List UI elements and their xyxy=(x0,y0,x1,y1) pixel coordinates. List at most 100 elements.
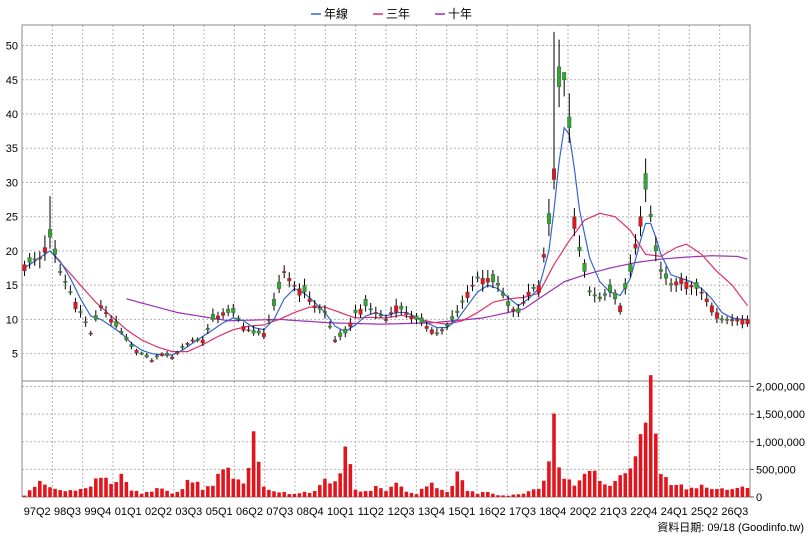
volume-bar xyxy=(659,474,663,497)
candle-body xyxy=(608,284,612,293)
candle-body xyxy=(577,246,582,252)
x-tick-label: 11Q2 xyxy=(358,506,384,518)
volume-bar xyxy=(536,488,541,497)
volume-bar xyxy=(608,485,612,497)
volume-bar xyxy=(445,491,449,497)
candle-body xyxy=(185,343,190,345)
volume-bar xyxy=(710,489,714,497)
volume-bar xyxy=(155,488,159,497)
candle-body xyxy=(460,300,465,303)
x-tick-label: 07Q3 xyxy=(266,506,293,518)
candle-body xyxy=(292,284,297,287)
candle-body xyxy=(720,318,724,321)
volume-bar xyxy=(211,485,215,497)
volume-bar xyxy=(633,456,638,497)
price-tick-label: 50 xyxy=(6,41,18,53)
candle-body xyxy=(42,247,47,253)
volume-bar xyxy=(379,488,383,497)
volume-bar xyxy=(628,468,633,497)
volume-bar xyxy=(32,486,37,497)
volume-bar xyxy=(720,488,724,497)
candle-body xyxy=(384,319,388,321)
volume-bar xyxy=(664,477,668,497)
volume-bar xyxy=(88,486,93,497)
candle-body xyxy=(317,307,322,310)
candle-body xyxy=(674,281,679,286)
x-tick-label: 21Q3 xyxy=(600,506,627,518)
price-tick-label: 25 xyxy=(6,212,18,224)
candle-body xyxy=(526,291,531,296)
candle-body xyxy=(170,356,175,359)
volume-bar xyxy=(78,488,83,497)
price-tick-label: 35 xyxy=(6,143,18,155)
volume-bar xyxy=(618,475,622,497)
volume-bar xyxy=(419,488,424,497)
candle-body xyxy=(394,305,399,313)
volume-bar xyxy=(491,493,495,497)
volume-bar xyxy=(241,483,246,497)
x-tick-label: 13Q4 xyxy=(418,506,445,518)
volume-bar xyxy=(648,375,653,497)
volume-bar xyxy=(267,489,271,497)
volume-bar xyxy=(643,422,648,497)
volume-tick-label: 0 xyxy=(756,492,762,504)
volume-bar xyxy=(745,487,750,497)
volume-bar xyxy=(542,480,546,497)
candle-body xyxy=(450,316,455,320)
volume-bar xyxy=(399,486,404,497)
x-tick-label: 99Q4 xyxy=(84,506,111,518)
candle-body xyxy=(83,321,88,324)
volume-bar xyxy=(312,490,317,497)
volume-bar xyxy=(307,493,312,497)
volume-bar xyxy=(38,480,42,497)
volume-bar xyxy=(297,493,302,497)
candle-body xyxy=(440,329,444,332)
candle-body xyxy=(241,326,246,331)
volume-bar xyxy=(404,491,409,497)
candle-body xyxy=(623,283,628,289)
candle-body xyxy=(63,281,68,283)
volume-bar xyxy=(679,484,684,497)
candle-body xyxy=(516,308,521,313)
candle-body xyxy=(419,317,424,324)
volume-bar xyxy=(598,480,602,497)
x-tick-label: 17Q3 xyxy=(509,506,536,518)
volume-bar xyxy=(613,480,617,497)
volume-tick-label: 500,000 xyxy=(756,464,796,476)
volume-bar xyxy=(302,491,307,497)
volume-bar xyxy=(114,482,118,497)
x-tick-label: 05Q1 xyxy=(206,506,233,518)
volume-bar xyxy=(175,491,180,497)
volume-bar xyxy=(109,483,113,497)
volume-bar xyxy=(348,464,353,497)
x-tick-label: 15Q1 xyxy=(448,506,475,518)
candle-body xyxy=(68,291,73,294)
candle-body xyxy=(552,168,556,180)
candle-body xyxy=(226,308,231,313)
candle-body xyxy=(745,319,750,325)
candle-body xyxy=(378,314,383,317)
volume-bar xyxy=(48,487,52,497)
candle-body xyxy=(470,284,475,287)
volume-bar xyxy=(587,470,592,497)
volume-bar xyxy=(206,486,210,497)
price-tick-label: 45 xyxy=(6,75,18,87)
volume-bar xyxy=(638,434,643,497)
candle-body xyxy=(694,282,699,289)
price-tick-label: 40 xyxy=(6,109,18,121)
candle-body xyxy=(93,315,98,320)
candle-body xyxy=(536,284,541,293)
candle-body xyxy=(567,116,572,128)
legend: 年線 三年 十年 xyxy=(311,6,472,21)
volume-bar xyxy=(129,490,134,497)
volume-bar xyxy=(435,488,439,497)
volume-bar xyxy=(699,484,704,497)
candle-body xyxy=(633,243,638,249)
volume-bar xyxy=(577,480,582,497)
x-tick-label: 06Q2 xyxy=(236,506,263,518)
x-tick-label: 26Q3 xyxy=(721,506,748,518)
volume-bar xyxy=(735,487,740,497)
candle-body xyxy=(546,213,551,224)
volume-tick-label: 1,000,000 xyxy=(756,437,805,449)
candle-body xyxy=(114,321,119,327)
